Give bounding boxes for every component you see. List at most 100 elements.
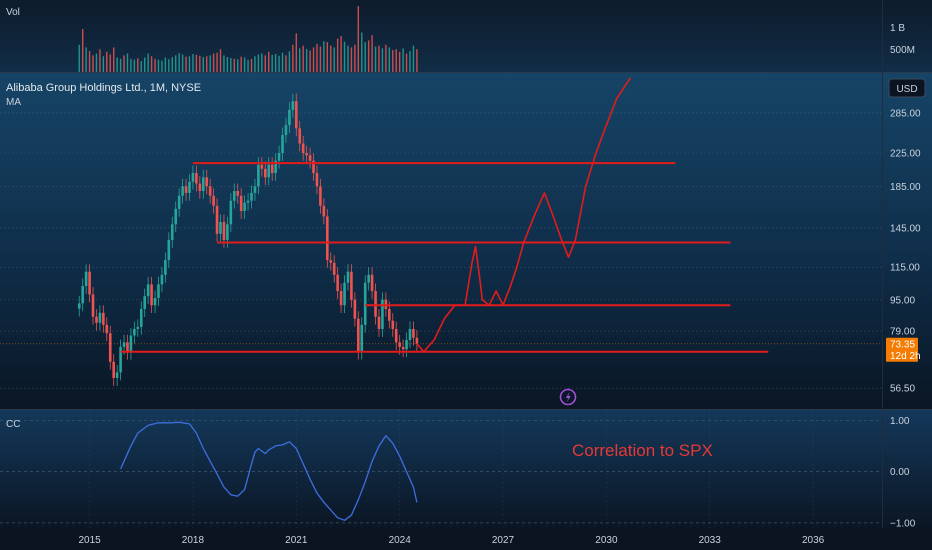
time-axis-label: 2024 [389, 535, 412, 546]
volume-bar [99, 49, 101, 72]
volume-bar [274, 54, 277, 72]
price-candle [208, 178, 212, 204]
candle-body [115, 372, 119, 378]
price-candle [326, 208, 329, 268]
ma-indicator-label[interactable]: MA [6, 97, 21, 108]
price-grid [0, 112, 882, 528]
price-candle [336, 267, 339, 299]
time-axis-label: 2033 [699, 535, 722, 546]
price-candle [81, 278, 84, 312]
cc-indicator-label[interactable]: CC [6, 419, 20, 430]
candle-body [177, 195, 181, 209]
candle-body [205, 177, 209, 187]
candle-body [398, 342, 401, 347]
price-candle [102, 305, 105, 333]
volume-bar [209, 55, 211, 72]
price-candle [374, 283, 377, 325]
candle-body [329, 259, 333, 263]
volume-bar [367, 40, 370, 72]
price-candle [98, 305, 102, 331]
price-candle [343, 275, 346, 314]
volume-bar [299, 48, 301, 72]
cc-axis-label: 0.00 [890, 467, 910, 478]
last-price-value: 73.35 [890, 339, 915, 350]
price-candle [415, 330, 419, 352]
candle-body [301, 143, 305, 153]
symbol-title[interactable]: Alibaba Group Holdings Ltd., 1M, NYSE [6, 82, 201, 94]
price-candle [381, 292, 384, 337]
price-candle [105, 317, 109, 342]
candle-body [308, 155, 312, 161]
price-candle [329, 252, 333, 271]
volume-bar [281, 52, 284, 72]
correlation-line [120, 421, 418, 521]
volume-bar [95, 53, 98, 72]
vol-indicator-label[interactable]: Vol [6, 7, 20, 18]
volume-bar [326, 42, 328, 72]
volume-bar [154, 58, 156, 72]
lightning-icon[interactable] [559, 388, 577, 406]
cc-axis-label: −1.00 [890, 518, 916, 529]
price-candle [232, 183, 236, 209]
volume-bar [237, 59, 239, 72]
horizontal-levels[interactable] [120, 162, 769, 353]
projection-path[interactable] [416, 77, 632, 353]
candle-body [339, 291, 343, 306]
candle-body [367, 274, 370, 283]
candle-body [198, 183, 202, 191]
candle-body [336, 274, 339, 292]
price-candle [353, 292, 357, 327]
price-candle [146, 276, 150, 305]
volume-bar [254, 56, 256, 72]
time-axis-label: 2030 [595, 535, 618, 546]
candle-body [98, 312, 102, 323]
volume-bar [402, 48, 404, 72]
price-candle [112, 354, 115, 386]
price-candle [363, 275, 367, 333]
candle-body [212, 195, 215, 206]
price-candle [195, 165, 198, 192]
price-candle [246, 193, 250, 211]
candle-body [305, 153, 308, 156]
volume-bar [333, 47, 335, 72]
volume-bar [240, 56, 242, 72]
volume-bar [378, 45, 380, 72]
time-axis-label: 2018 [182, 535, 205, 546]
candle-body [153, 297, 157, 306]
candle-body [312, 160, 315, 174]
price-candle [88, 264, 91, 303]
price-candle [84, 264, 88, 294]
candle-body [250, 192, 253, 201]
price-candle [288, 102, 291, 133]
candle-body [136, 326, 140, 329]
volume-bar [302, 45, 304, 72]
volume-bar [113, 47, 115, 72]
price-candle [408, 321, 412, 348]
price-pane-bg [0, 73, 932, 409]
price-candle [164, 252, 167, 283]
price-candle [319, 178, 322, 214]
volume-bar [147, 53, 149, 72]
price-candle [167, 232, 171, 268]
volume-bar [126, 53, 129, 72]
volume-bar [405, 53, 408, 72]
volume-bar [106, 51, 108, 72]
price-candle [229, 193, 233, 233]
projection-line[interactable] [416, 77, 632, 353]
candle-body [291, 101, 295, 110]
currency-button[interactable]: USD [888, 78, 926, 98]
price-candle [412, 321, 415, 346]
candle-body [263, 168, 267, 178]
axes: 1 B 500M 285.00 225.00 185.00 145.00 115.00 95.… [78, 23, 921, 546]
price-candle [150, 276, 153, 314]
candle-body [157, 284, 160, 298]
volume-bar [347, 45, 349, 72]
volume-bar [323, 41, 325, 72]
volume-bar [137, 58, 139, 72]
volume-bar [171, 57, 173, 72]
volume-bar [185, 56, 187, 72]
volume-bar [257, 54, 260, 72]
volume-bar [271, 54, 273, 72]
